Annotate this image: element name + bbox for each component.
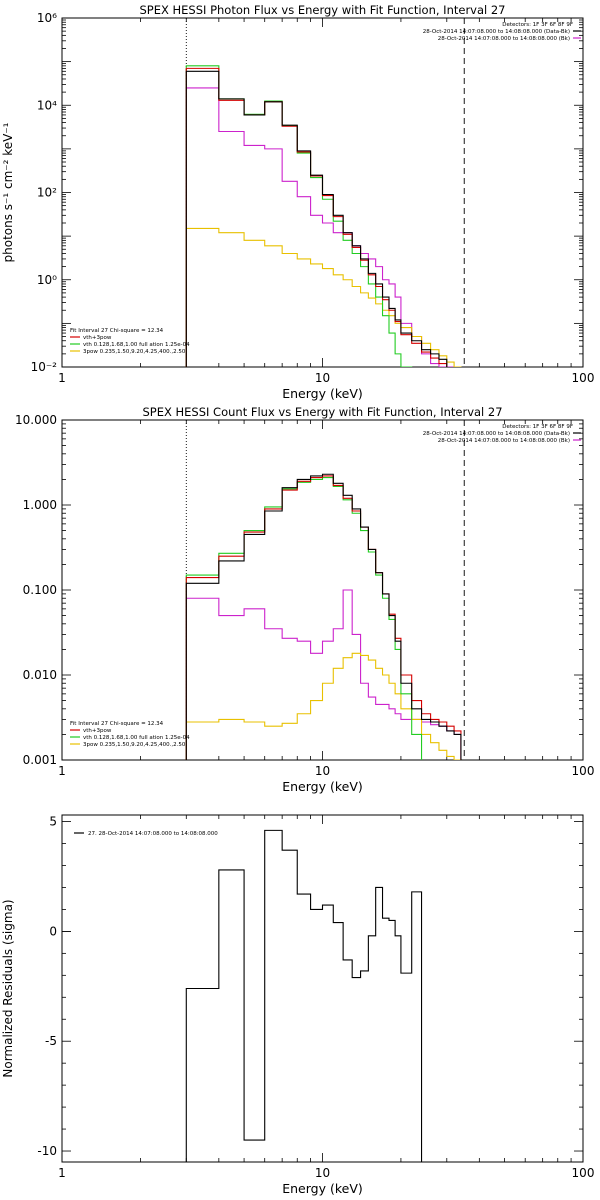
legend-right-header: Detectors: 1F 3F 6F 8F 9F xyxy=(502,424,573,430)
y-tick-label: 0 xyxy=(49,924,57,938)
x-tick-label: 10 xyxy=(315,764,330,778)
y-axis-label: Normalized Residuals (sigma) xyxy=(1,899,15,1077)
x-tick-label: 1 xyxy=(58,764,66,778)
plot-frame xyxy=(61,814,584,1163)
y-tick-label: 10.000 xyxy=(15,413,57,427)
y-tick-label: 0.001 xyxy=(23,753,57,767)
y-tick-label: 10⁶ xyxy=(37,11,57,25)
chart-panel-3: 1 10 100 Energy (keV) -10 -5 0 5 Normalized Resi… xyxy=(1,814,595,1196)
y-tick-label: 0.010 xyxy=(23,668,57,682)
series-vth xyxy=(185,65,423,367)
legend-left-entry: vth 0.128,1.68,1.00 full ation 1.25e-04 xyxy=(83,342,190,348)
legend-left-entry: vth 0.128,1.68,1.00 full ation 1.25e-04 xyxy=(83,735,190,741)
series-bk xyxy=(185,87,455,367)
x-axis-label: Energy (keV) xyxy=(282,779,363,794)
y-tick-label: 10⁰ xyxy=(37,273,57,287)
series-data-bk xyxy=(185,70,448,367)
legend-left-entry: vth+3pow xyxy=(83,335,112,341)
legend-left-header: Fit Interval 27 Chi-square = 12.34 xyxy=(70,721,164,727)
series-27 xyxy=(185,829,423,1162)
series-data-bk xyxy=(185,473,462,760)
legend-left-entry: 27. 28-Oct-2014 14:07:08.000 to 14:08:08… xyxy=(88,831,218,837)
y-tick-label: -10 xyxy=(37,1144,57,1158)
series-3pow xyxy=(185,227,468,367)
plot-frame xyxy=(61,419,584,761)
legend-right-entry: 28-Oct-2014 14:07:08.000 to 14:08:08.000… xyxy=(423,431,570,437)
x-tick-label: 100 xyxy=(572,1166,595,1180)
y-tick-label: 5 xyxy=(49,815,57,829)
x-axis-label: Energy (keV) xyxy=(282,386,363,401)
series-vth-3pow xyxy=(185,475,462,760)
y-tick-label: 10⁻² xyxy=(31,360,58,374)
y-tick-label: 0.100 xyxy=(23,583,57,597)
x-tick-label: 1 xyxy=(58,371,66,385)
y-axis-label: photons s⁻¹ cm⁻² keV⁻¹ xyxy=(1,122,15,262)
series-vth xyxy=(185,477,432,760)
x-tick-label: 100 xyxy=(572,764,595,778)
y-tick-label: 10² xyxy=(37,186,57,200)
series-vth-3pow xyxy=(185,67,448,367)
legend-left-entry: vth+3pow xyxy=(83,728,112,734)
legend-right-entry: 28-Oct-2014 14:07:08.000 to 14:08:08.000… xyxy=(438,36,570,42)
legend-right-header: Detectors: 1F 3F 6F 8F 9F xyxy=(502,22,573,28)
series-3pow xyxy=(185,652,468,760)
y-tick-label: 1.000 xyxy=(23,498,57,512)
y-tick-label: -5 xyxy=(45,1034,57,1048)
x-tick-label: 1 xyxy=(58,1166,66,1180)
legend-left-header: Fit Interval 27 Chi-square = 12.34 xyxy=(70,328,164,334)
x-tick-label: 100 xyxy=(572,371,595,385)
x-axis-label: Energy (keV) xyxy=(282,1181,363,1196)
legend-left-entry: 3pow 0.235,1.50,9.20,4.25,400.,2.50 xyxy=(83,349,186,355)
legend-left-entry: 3pow 0.235,1.50,9.20,4.25,400.,2.50 xyxy=(83,742,186,748)
x-tick-label: 10 xyxy=(315,371,330,385)
chart-title: SPEX HESSI Photon Flux vs Energy with Fi… xyxy=(139,3,505,17)
legend-right-entry: 28-Oct-2014 14:07:08.000 to 14:08:08.000… xyxy=(423,29,570,35)
chart-panel-1: SPEX HESSI Photon Flux vs Energy with Fi… xyxy=(1,3,594,401)
series-bk xyxy=(185,589,462,760)
chart-title: SPEX HESSI Count Flux vs Energy with Fit… xyxy=(142,405,502,419)
y-tick-label: 10⁴ xyxy=(37,98,57,112)
legend-right-entry: 28-Oct-2014 14:07:08.000 to 14:08:08.000… xyxy=(438,438,570,444)
x-tick-label: 10 xyxy=(315,1166,330,1180)
chart-panel-2: SPEX HESSI Count Flux vs Energy with Fit… xyxy=(15,405,594,794)
